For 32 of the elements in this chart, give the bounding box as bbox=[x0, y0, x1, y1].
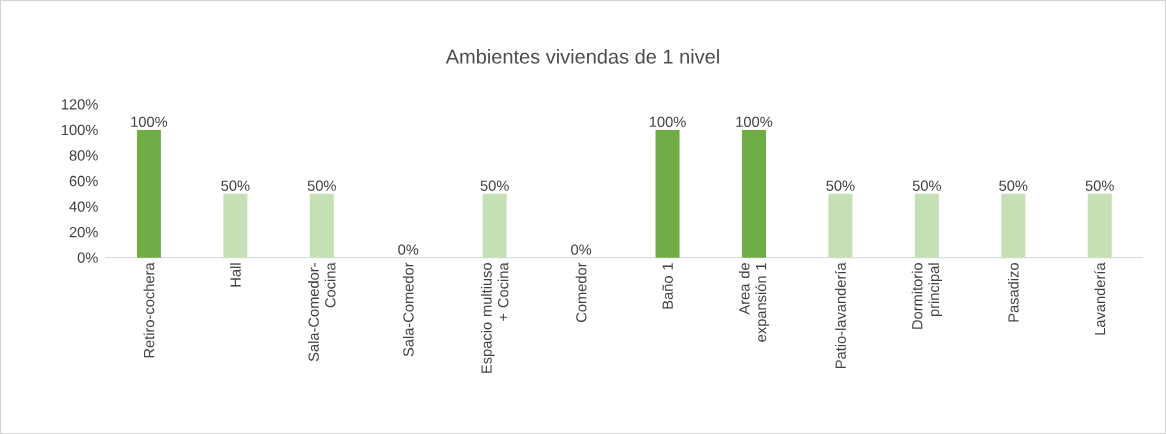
x-tick-label: Sala-Comedor bbox=[402, 262, 414, 357]
x-tick-label: Hall bbox=[230, 263, 241, 287]
x-tick-label: Espacio multiuso + Cocina bbox=[480, 262, 509, 373]
chart-title: Ambientes viviendas de 1 nivel bbox=[445, 49, 719, 64]
x-tick-label: Lavandería bbox=[1094, 262, 1106, 335]
x-tick-label: Dormitorio principal bbox=[911, 263, 943, 329]
data-label: 0% bbox=[398, 244, 419, 255]
x-tick-label: Patio-lavandería bbox=[834, 262, 846, 368]
data-label: 50% bbox=[221, 180, 250, 191]
data-label: 100% bbox=[736, 116, 773, 127]
x-tick-label: Baño 1 bbox=[662, 263, 673, 309]
y-tick-label: 120% bbox=[61, 99, 98, 110]
data-label: 50% bbox=[826, 180, 855, 191]
x-tick-label: Area de expansión 1 bbox=[738, 263, 770, 342]
data-label: 0% bbox=[571, 244, 592, 255]
data-label: 50% bbox=[1085, 180, 1114, 191]
y-tick-label: 60% bbox=[69, 175, 98, 187]
data-label: 100% bbox=[649, 116, 686, 127]
y-tick-label: 80% bbox=[69, 150, 98, 161]
y-tick-label: 0% bbox=[77, 252, 98, 263]
data-label: 50% bbox=[480, 180, 509, 191]
x-tick-label: Sala-Comedor-Cocina bbox=[308, 262, 336, 362]
data-label: 50% bbox=[307, 180, 336, 191]
y-tick-label: 40% bbox=[69, 201, 98, 212]
data-label: 50% bbox=[999, 180, 1028, 191]
y-tick-label: 20% bbox=[69, 226, 98, 238]
x-tick-label: Comedor bbox=[575, 262, 587, 322]
y-tick-label: 100% bbox=[61, 124, 98, 136]
data-label: 100% bbox=[131, 116, 168, 127]
data-label: 50% bbox=[912, 180, 941, 191]
x-tick-label: Retiro-cochera bbox=[143, 262, 155, 358]
x-tick-label: Pasadizo bbox=[1007, 263, 1019, 322]
